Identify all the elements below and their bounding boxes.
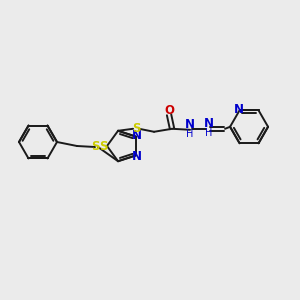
Text: S: S (99, 140, 107, 152)
Text: N: N (204, 117, 214, 130)
Text: N: N (132, 129, 142, 142)
Text: O: O (164, 104, 174, 117)
Text: H: H (186, 129, 194, 139)
Text: S: S (91, 140, 99, 154)
Text: H: H (206, 128, 213, 138)
Text: N: N (234, 103, 244, 116)
Text: S: S (132, 122, 140, 135)
Text: N: N (132, 150, 142, 163)
Text: N: N (185, 118, 195, 131)
